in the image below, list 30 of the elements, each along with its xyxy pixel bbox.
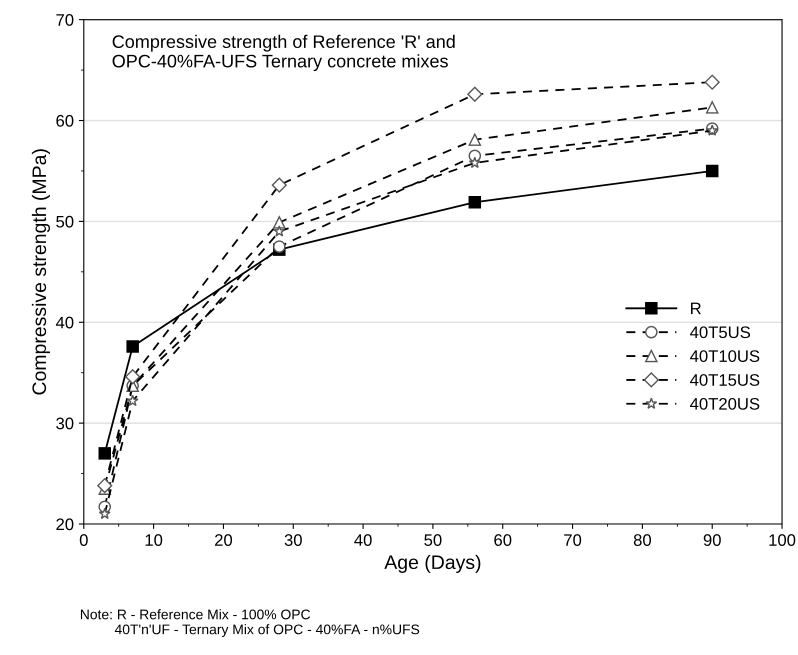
x-tick-label: 70	[564, 534, 582, 546]
y-tick-label: 70	[56, 14, 74, 26]
x-tick-label: 10	[146, 534, 162, 546]
legend-label: 40T5US	[690, 326, 750, 338]
y-tick-label: 50	[56, 216, 74, 228]
point	[126, 340, 139, 353]
x-tick-label: 40	[354, 534, 372, 546]
y-tick-label: 40	[56, 316, 74, 328]
x-tick-label: 50	[424, 534, 442, 546]
point	[468, 196, 482, 208]
x-tick-label: 90	[704, 534, 721, 546]
x-tick-label: 0	[80, 534, 88, 546]
legend-label: R	[691, 302, 701, 314]
x-tick-label: 20	[215, 534, 232, 546]
point	[706, 164, 718, 178]
text: Compressive strength of Reference 'R' and OPC-40%FA-UFS Ternary concrete mixes	[112, 34, 455, 72]
x-axis-title: Age (Days)	[384, 554, 480, 573]
y-tick-label: 60	[56, 114, 74, 127]
point	[98, 447, 111, 460]
legend-label: 40T15US	[690, 374, 760, 386]
legend-label: 40T20US	[690, 398, 760, 410]
x-tick-label: 60	[494, 534, 512, 546]
text: Note: R - Reference Mix - 100% OPC 40T'n'UF - Ternary Mix of OPC - 40%FA - n%UFS	[80, 609, 420, 638]
legend-label: 40T10US	[690, 350, 760, 362]
y-axis-title: Compressive strength (MPa)	[32, 149, 50, 395]
x-tick-label: 100	[769, 534, 796, 546]
y-tick-label: 20	[56, 518, 74, 530]
x-tick-label: 80	[634, 534, 652, 546]
x-tick-label: 30	[284, 534, 302, 546]
y-tick-label: 30	[56, 418, 74, 430]
